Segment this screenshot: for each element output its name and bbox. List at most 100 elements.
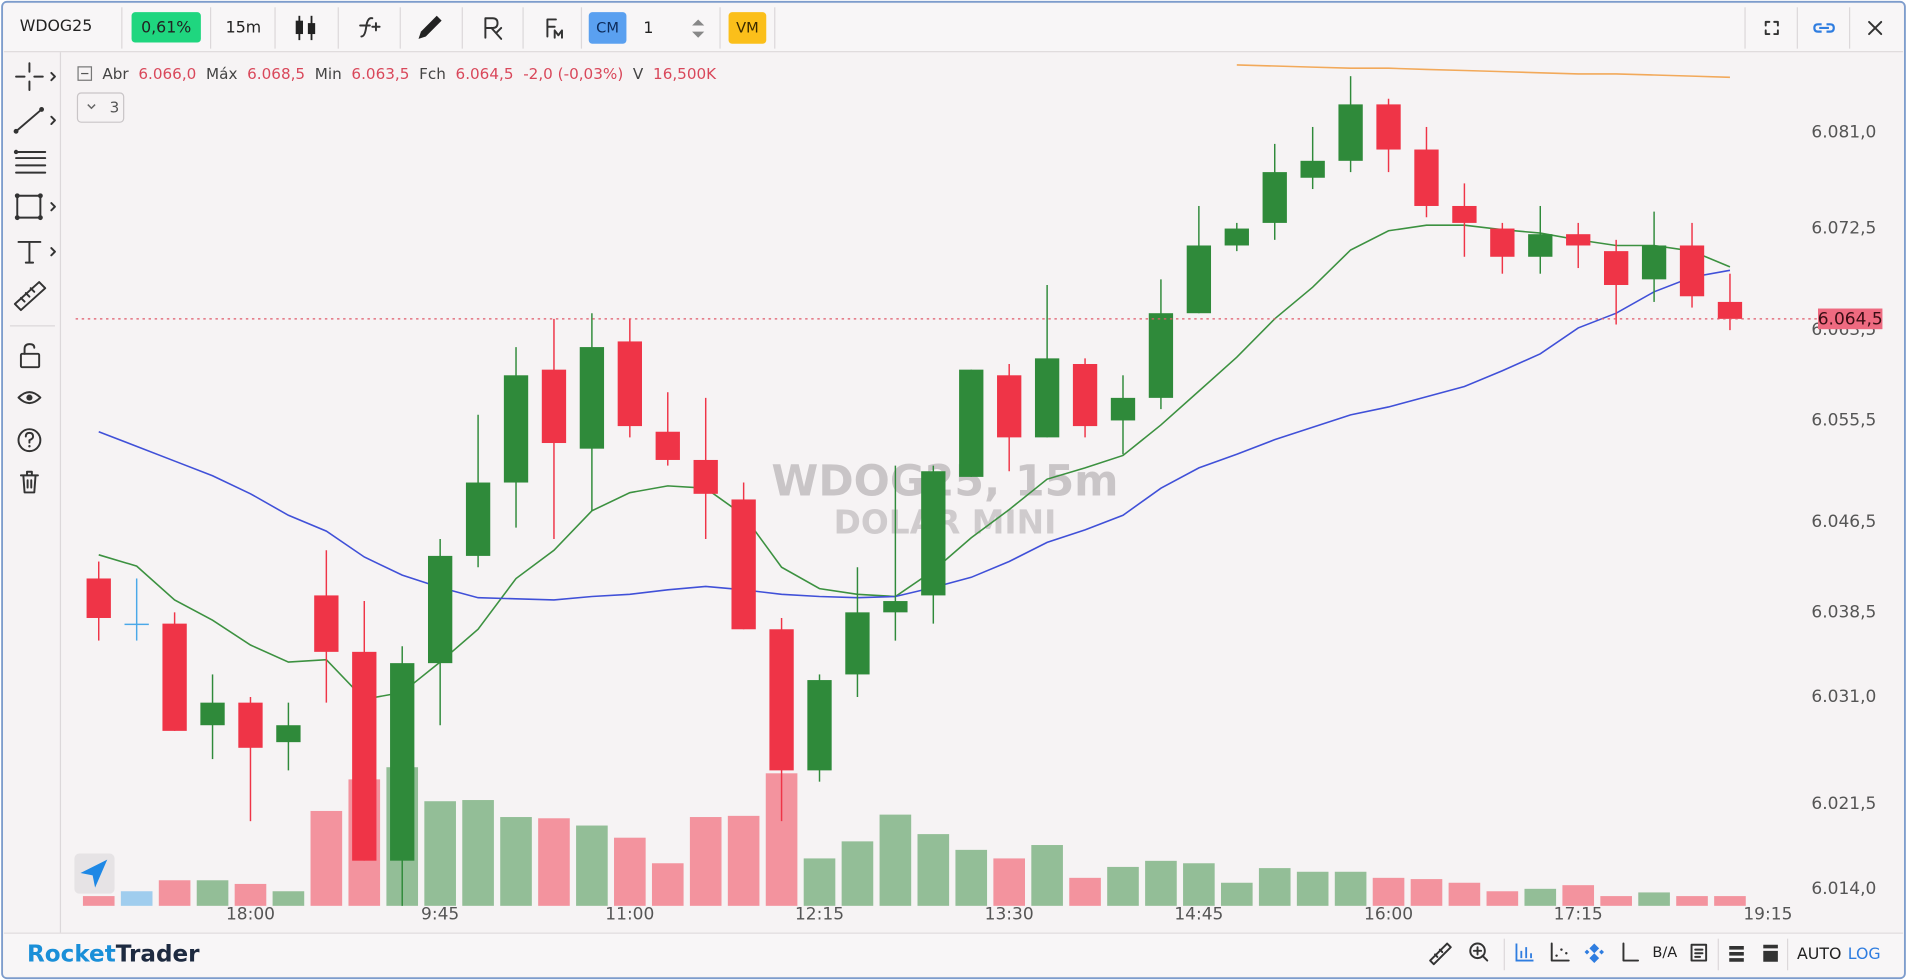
volume-bar [196, 880, 229, 906]
lock-tool[interactable] [19, 343, 41, 369]
candle-body [1072, 364, 1098, 427]
scatter-toggle[interactable] [1550, 942, 1570, 962]
candle-body [807, 680, 832, 771]
x-tick-label: 17:15 [1554, 904, 1603, 924]
candle-body [1641, 245, 1667, 280]
volume-bar [424, 801, 456, 906]
candle-body [1338, 104, 1363, 161]
volume-bar [576, 825, 608, 906]
indicator-button[interactable] [359, 17, 381, 38]
measure-tool[interactable] [1429, 942, 1452, 966]
draw-button[interactable] [418, 15, 442, 39]
candle-body [1376, 104, 1401, 150]
book-toggle[interactable]: B/A [1652, 944, 1677, 961]
volume-value: 16,500K [653, 65, 717, 83]
volume-bar [158, 880, 191, 906]
order-panel-toggle[interactable] [1729, 945, 1744, 962]
dom-toggle[interactable] [1763, 944, 1778, 962]
collapse-button[interactable] [76, 92, 125, 123]
chart-type-button[interactable] [295, 15, 316, 41]
bottom-bar [3, 933, 1904, 977]
volume-bar [993, 858, 1025, 906]
change-value: -2,0 (-0,03%) [523, 65, 623, 83]
low-value: 6.063,5 [351, 65, 409, 83]
help-tool[interactable] [17, 428, 42, 453]
auto-scale-toggle[interactable]: AUTO [1797, 944, 1841, 963]
volume-bar [1183, 863, 1215, 906]
open-label: Abr [102, 65, 129, 83]
volume-bar [462, 800, 494, 906]
candle-body [1034, 358, 1060, 438]
axis-toggle[interactable] [1622, 942, 1640, 962]
candle-body [693, 459, 718, 494]
candle-body [1148, 313, 1174, 398]
zoom-tool[interactable] [1469, 942, 1489, 962]
candle-body [238, 702, 263, 748]
visibility-tool[interactable] [17, 391, 42, 405]
shape-tool[interactable] [14, 193, 56, 221]
log-scale-toggle[interactable]: LOG [1848, 944, 1881, 963]
quantity-spinner[interactable] [692, 19, 705, 38]
last-price-label: 6.064,5 [1818, 309, 1883, 329]
vm-button[interactable] [728, 12, 767, 44]
y-tick-label: 6.046,5 [1811, 512, 1876, 532]
volume-bar [1372, 877, 1405, 906]
volume-toggle[interactable] [1515, 943, 1534, 962]
link-button[interactable] [1813, 23, 1835, 33]
bottom-tools: B/A AUTO LOG [1429, 938, 1881, 971]
x-tick-label: 12:15 [795, 904, 844, 924]
heatmap-toggle[interactable] [1584, 943, 1604, 963]
legend-toggle[interactable] [77, 66, 93, 81]
high-label: Máx [206, 65, 237, 83]
candle-body [276, 725, 301, 743]
x-tick-label: 14:45 [1174, 904, 1223, 924]
fm-button[interactable] [546, 18, 563, 39]
volume-bar [310, 810, 343, 906]
candle-body [465, 482, 491, 556]
symbol[interactable]: WDOG25 [20, 16, 93, 35]
candle-body [883, 601, 908, 613]
line-tool[interactable] [13, 106, 56, 134]
quantity-input[interactable]: 1 [643, 18, 653, 37]
moving-average [98, 269, 1731, 601]
candle-body [1262, 172, 1287, 223]
y-tick-label: 6.031,0 [1811, 687, 1876, 707]
prescription-button[interactable] [484, 17, 503, 40]
close-value: 6.064,5 [456, 65, 514, 83]
y-tick-label: 6.038,5 [1811, 602, 1876, 622]
candle-body [86, 578, 111, 618]
cm-button[interactable] [588, 12, 627, 44]
vm-label: VM [736, 20, 759, 37]
moving-average [1236, 64, 1730, 79]
volume-bar [1600, 896, 1632, 906]
volume-bar [1638, 892, 1670, 906]
timeframe-button[interactable]: 15m [226, 17, 262, 36]
close-button[interactable] [1868, 20, 1883, 36]
candle-body [1717, 301, 1743, 319]
high-value: 6.068,5 [247, 65, 305, 83]
left-toolbar [9, 62, 56, 494]
candle-body [617, 341, 642, 427]
volume-bar [1562, 885, 1595, 906]
volume-bar [1486, 891, 1519, 906]
candle-body [1300, 160, 1325, 178]
fullscreen-button[interactable] [1764, 20, 1779, 36]
delete-tool[interactable] [19, 470, 39, 494]
x-tick-label: 9:45 [421, 904, 459, 924]
crosshair-tool[interactable] [15, 62, 56, 91]
volume-bar [917, 834, 950, 906]
candle-body [1110, 397, 1136, 421]
volume-bar [1220, 882, 1253, 906]
volume-bar [955, 849, 988, 906]
navigate-icon [80, 859, 108, 888]
fibonacci-tool[interactable] [13, 149, 47, 174]
volume-bar [841, 841, 874, 906]
candle-body [427, 555, 453, 664]
times-trades-toggle[interactable] [1690, 943, 1708, 962]
text-tool[interactable] [17, 240, 56, 264]
toolbar-separators [121, 7, 1851, 49]
volume-bar [1714, 896, 1746, 906]
candle-body [731, 499, 756, 630]
ruler-tool[interactable] [13, 281, 47, 312]
